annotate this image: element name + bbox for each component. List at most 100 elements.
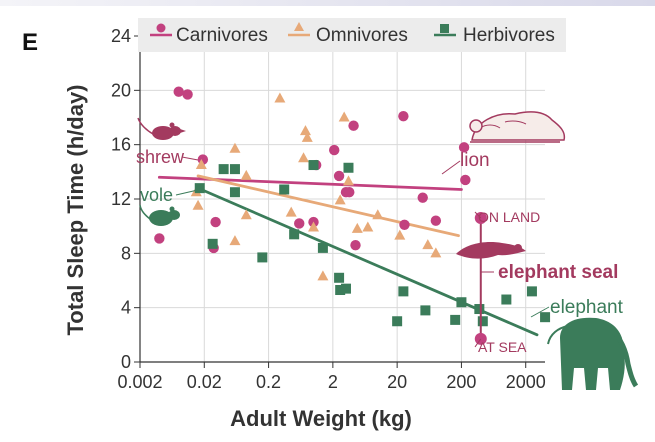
omnivores-point bbox=[195, 159, 207, 170]
carnivores-point bbox=[173, 86, 184, 97]
herbivores-point bbox=[334, 272, 345, 283]
top-edge-strip bbox=[0, 0, 655, 6]
omnivores-point bbox=[342, 175, 354, 186]
herbivores-point bbox=[229, 164, 240, 175]
carnivores-point bbox=[294, 218, 305, 229]
carnivores-point bbox=[329, 144, 340, 156]
carnivores-point bbox=[398, 110, 409, 122]
y-tick-label: 16 bbox=[111, 135, 131, 155]
herbivores-point bbox=[540, 312, 551, 323]
at-sea-pointer bbox=[474, 338, 482, 348]
on-land-pointer bbox=[474, 211, 482, 219]
axis-ticks: 0 4 8 12 16 20 24 0.002 0.02 0.2 2 20 200 2000 bbox=[111, 26, 546, 392]
lion-pointer bbox=[441, 160, 461, 175]
omnivores-point bbox=[351, 222, 363, 233]
elephant-icon bbox=[547, 317, 639, 390]
legend: Carnivores Omnivores Herbivores bbox=[138, 18, 566, 52]
omnivores-point bbox=[308, 221, 320, 232]
x-tick-label: 2000 bbox=[506, 372, 546, 392]
carnivores-point bbox=[210, 216, 221, 228]
omnivores-point bbox=[372, 209, 384, 220]
omnivores-trend-line bbox=[196, 174, 460, 238]
herbivores-point bbox=[218, 164, 229, 175]
herbivores-point bbox=[501, 294, 512, 305]
herbivores-point bbox=[450, 314, 461, 325]
herbivores-point bbox=[317, 242, 328, 253]
herbivores-point bbox=[398, 286, 409, 297]
omnivores-point bbox=[422, 239, 434, 250]
y-tick-label: 20 bbox=[111, 80, 131, 100]
herbivores-point bbox=[194, 183, 205, 194]
x-tick-label: 0.02 bbox=[187, 372, 222, 392]
carnivores-point bbox=[154, 233, 165, 244]
x-tick-label: 0.2 bbox=[256, 372, 281, 392]
carnivores-point bbox=[350, 239, 361, 251]
x-tick-label: 20 bbox=[387, 372, 407, 392]
shrew-pointer bbox=[181, 156, 199, 161]
legend-herbivores-label: Herbivores bbox=[463, 25, 555, 46]
herbivores-point bbox=[343, 162, 354, 173]
omnivores-point bbox=[240, 209, 252, 220]
omnivores-point bbox=[192, 199, 204, 210]
herbivores-point bbox=[340, 283, 351, 294]
at-sea-label: AT SEA bbox=[478, 339, 527, 355]
herbivores-point bbox=[477, 316, 488, 327]
herbivores-point bbox=[474, 304, 485, 315]
legend-carnivores-marker bbox=[156, 23, 166, 33]
carnivores-point bbox=[430, 215, 442, 226]
herbivores-point bbox=[257, 252, 268, 263]
lion-label: lion bbox=[460, 150, 490, 171]
carnivores-point bbox=[344, 187, 355, 198]
omnivores-point bbox=[394, 229, 406, 240]
x-tick-label: 2 bbox=[328, 372, 338, 392]
y-tick-label: 24 bbox=[111, 26, 131, 46]
omnivores-point bbox=[362, 221, 374, 232]
elephant-seal-range bbox=[474, 211, 494, 348]
carnivores-point bbox=[182, 89, 193, 100]
omnivores-point bbox=[334, 194, 346, 205]
herbivores-point bbox=[279, 184, 290, 195]
legend-herbivores-marker bbox=[440, 24, 449, 33]
omnivores-point bbox=[240, 169, 252, 180]
vole-pointer bbox=[175, 188, 203, 196]
legend-omnivores-label: Omnivores bbox=[316, 25, 408, 46]
legend-item-herbivores: Herbivores bbox=[434, 24, 555, 46]
y-tick-label: 12 bbox=[111, 189, 131, 209]
annotations: shrew vole lion ON LAND bbox=[136, 111, 639, 390]
herbivores-point bbox=[207, 238, 218, 249]
herbivores-point bbox=[392, 316, 403, 327]
x-tick-label: 200 bbox=[446, 372, 476, 392]
vole-label: vole bbox=[140, 185, 173, 205]
legend-item-omnivores: Omnivores bbox=[288, 22, 408, 46]
elephant-label: elephant bbox=[550, 297, 624, 318]
omnivores-point bbox=[430, 247, 442, 258]
elephant-pointer bbox=[530, 306, 550, 318]
carnivores-point bbox=[348, 120, 359, 131]
vole-icon bbox=[139, 204, 180, 226]
omnivores-point bbox=[229, 235, 241, 246]
elephant-seal-icon bbox=[456, 242, 526, 259]
herbivores-point bbox=[289, 229, 300, 240]
carnivores-point bbox=[333, 170, 345, 182]
y-tick-label: 0 bbox=[121, 352, 131, 372]
y-axis-title: Total Sleep Time (h/day) bbox=[63, 84, 88, 335]
omnivores-point bbox=[285, 206, 297, 217]
herbivores-point bbox=[526, 286, 537, 297]
herbivores-point bbox=[308, 160, 319, 171]
omnivores-point bbox=[298, 152, 310, 163]
x-tick-label: 0.002 bbox=[117, 372, 162, 392]
y-tick-label: 4 bbox=[121, 298, 131, 318]
omnivores-point bbox=[301, 131, 313, 142]
herbivores-point bbox=[229, 187, 240, 198]
shrew-icon bbox=[137, 117, 186, 140]
herbivores-point bbox=[420, 305, 431, 316]
legend-item-carnivores: Carnivores bbox=[150, 23, 268, 46]
panel-label: E bbox=[22, 29, 38, 56]
omnivores-point bbox=[274, 92, 286, 103]
herbivores-point bbox=[335, 285, 346, 296]
shrew-label: shrew bbox=[136, 147, 185, 167]
legend-carnivores-label: Carnivores bbox=[176, 25, 268, 46]
carnivores-point bbox=[399, 219, 410, 231]
